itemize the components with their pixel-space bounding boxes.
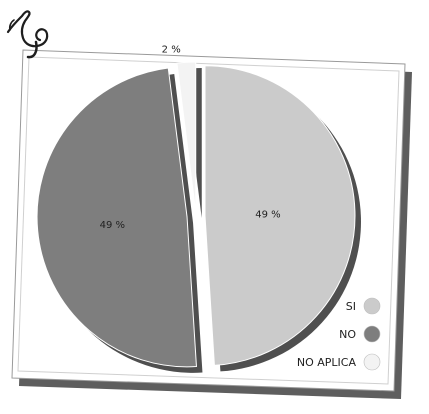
legend-label-no: NO — [339, 328, 356, 341]
data-label-si: 49 % — [255, 210, 280, 221]
pie-slice-no-aplica — [176, 61, 197, 213]
data-label-no-aplica: 2 % — [162, 44, 181, 55]
legend-swatch-no — [363, 325, 381, 343]
data-label-no: 49 % — [100, 220, 125, 231]
legend: SI NO NO APLICA — [297, 297, 381, 371]
pie-data-labels: 49 % 49 % 2 % — [100, 44, 281, 231]
legend-label-si: SI — [346, 300, 356, 313]
paperclip-icon — [6, 10, 49, 59]
pie-slices — [36, 61, 356, 368]
card-inner-border — [17, 56, 400, 385]
pie-slice-no — [36, 67, 197, 368]
legend-swatch-no-aplica — [363, 353, 381, 371]
legend-swatch-si — [363, 297, 381, 315]
legend-label-no-aplica: NO APLICA — [297, 356, 357, 369]
pie-slice-si — [204, 65, 356, 366]
